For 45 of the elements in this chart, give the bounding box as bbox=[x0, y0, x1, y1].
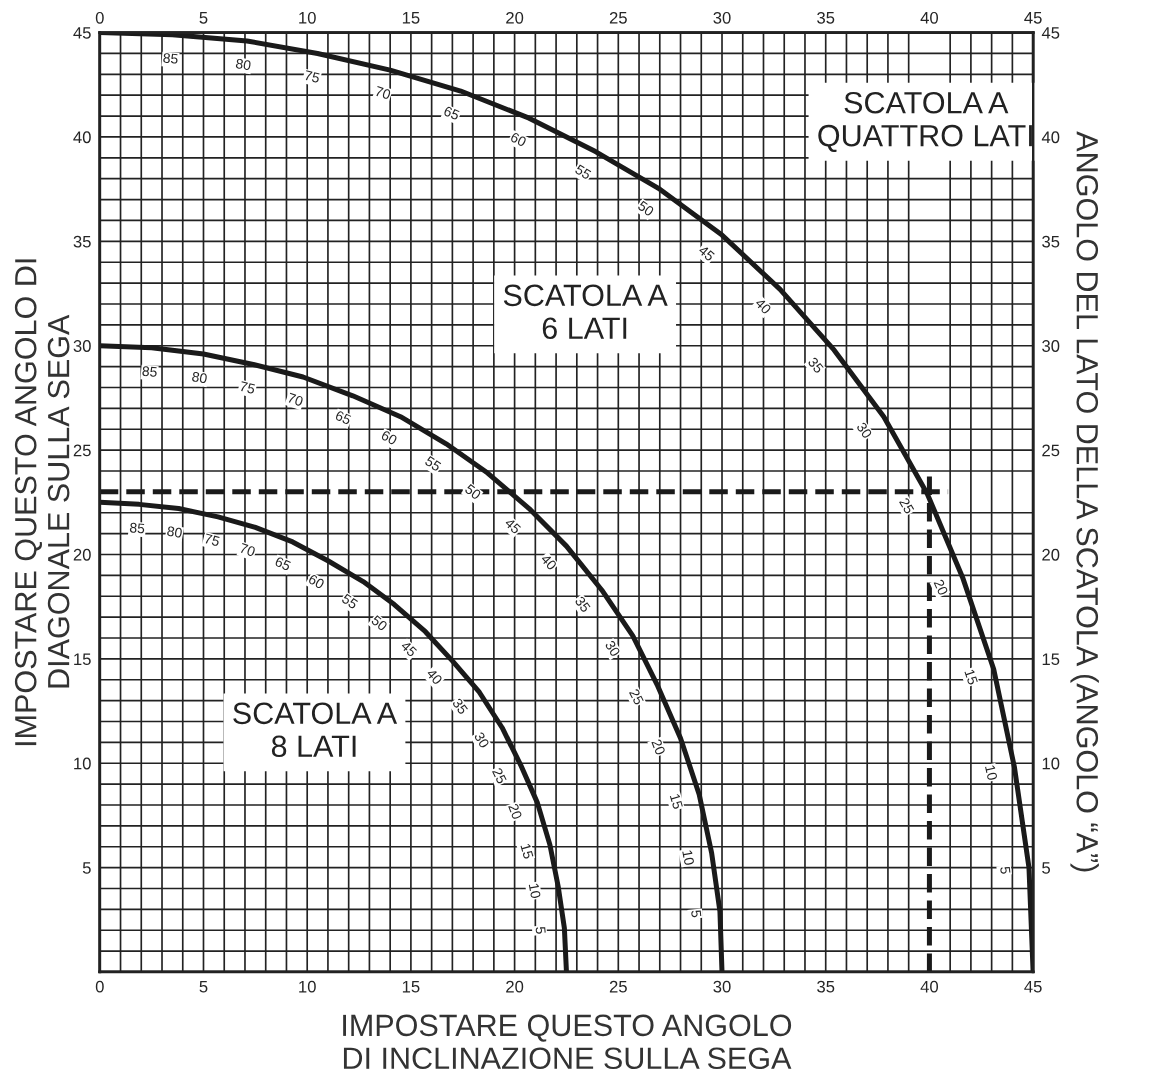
x-tick-label: 25 bbox=[609, 980, 627, 993]
x2-tick-label: 35 bbox=[817, 11, 835, 24]
y2-tick-label: 25 bbox=[1042, 444, 1060, 457]
x-tick-label: 15 bbox=[402, 980, 420, 993]
x2-tick-label: 5 bbox=[199, 12, 208, 24]
y-tick-label: 25 bbox=[73, 444, 91, 457]
y2-tick-label: 40 bbox=[1041, 131, 1060, 144]
line-series bbox=[99, 32, 1034, 972]
y-axis-title: IMPOSTARE QUESTO ANGOLO DI DIAGONALE SULLA SEGA bbox=[14, 259, 70, 746]
x-tick-label: 40 bbox=[920, 980, 939, 993]
x2-tick-label: 15 bbox=[402, 12, 420, 24]
y-tick-label: 35 bbox=[73, 235, 91, 248]
y-tick-label: 5 bbox=[82, 862, 91, 874]
x2-tick-label: 45 bbox=[1024, 12, 1042, 24]
x-tick-label: 45 bbox=[1024, 980, 1042, 993]
text: SCATOLA A 8 LATI bbox=[233, 702, 398, 758]
text: SCATOLA A 6 LATI bbox=[503, 284, 668, 340]
y-tick-label: 45 bbox=[73, 27, 91, 39]
y-tick-label: 30 bbox=[73, 340, 91, 352]
x2-tick-label: 40 bbox=[920, 11, 939, 24]
x-axis-title: IMPOSTARE QUESTO ANGOLO DI INCLINAZIONE SULLA SEGA bbox=[343, 1014, 792, 1070]
x2-tick-label: 25 bbox=[609, 11, 627, 24]
y2-tick-label: 10 bbox=[1042, 757, 1060, 770]
y2-tick-label: 30 bbox=[1042, 340, 1060, 352]
x-tick-label: 10 bbox=[299, 980, 316, 993]
x-tick-label: 30 bbox=[713, 980, 731, 993]
y2-tick-label: 45 bbox=[1041, 27, 1060, 39]
x-tick-label: 0 bbox=[95, 980, 104, 993]
x-tick-label: 20 bbox=[506, 980, 524, 993]
x-tick-label: 35 bbox=[817, 980, 835, 993]
y-tick-label: 15 bbox=[74, 653, 91, 666]
x2-tick-label: 0 bbox=[95, 11, 104, 24]
y-tick-label: 20 bbox=[73, 548, 91, 561]
y2-tick-label: 5 bbox=[1042, 862, 1051, 874]
y-tick-label: 10 bbox=[74, 757, 91, 770]
text: SCATOLA A QUATTRO LATI bbox=[818, 91, 1032, 152]
x-tick-label: 5 bbox=[199, 980, 208, 993]
x2-tick-label: 10 bbox=[299, 11, 316, 24]
x2-tick-label: 30 bbox=[713, 11, 731, 24]
y2-tick-label: 35 bbox=[1042, 235, 1060, 248]
x2-tick-label: 20 bbox=[506, 11, 524, 24]
y2-tick-label: 15 bbox=[1042, 653, 1060, 666]
y2-tick-label: 20 bbox=[1042, 548, 1060, 561]
y2-axis-title: ANGOLO DEL LATO DELLA SCATOLA (ANGOLO “A”) bbox=[1070, 131, 1099, 872]
y-tick-label: 40 bbox=[73, 131, 91, 144]
